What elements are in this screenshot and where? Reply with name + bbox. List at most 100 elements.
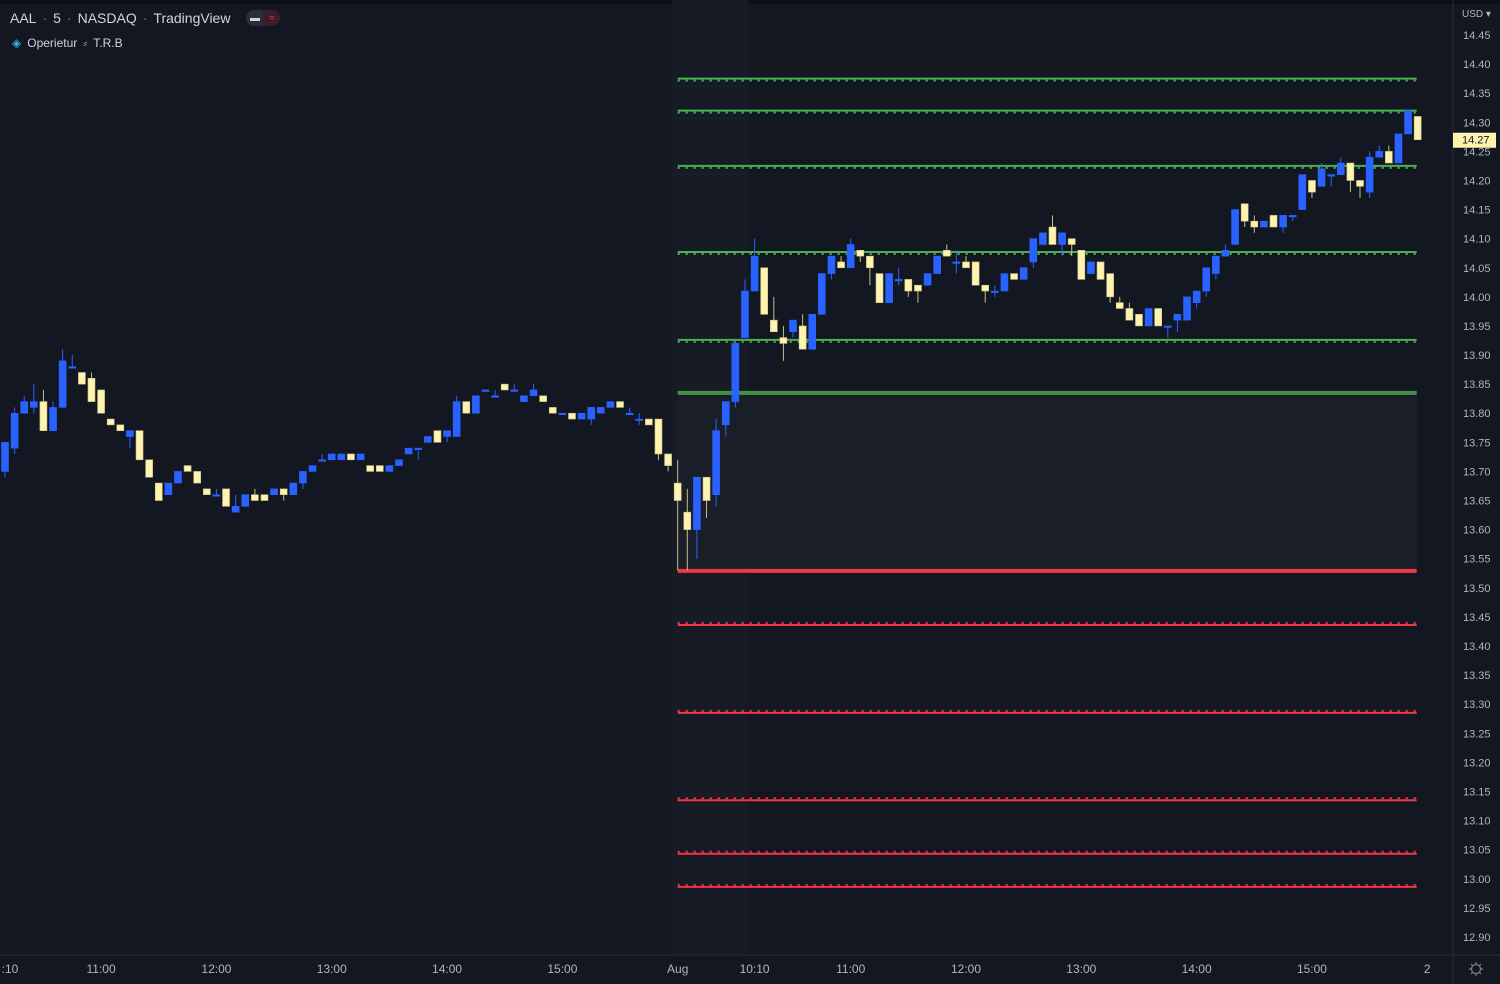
- price-tick-label: 13.45: [1463, 612, 1491, 624]
- candle-body: [875, 273, 884, 303]
- candle-body: [952, 261, 961, 264]
- range-zone: [677, 392, 1417, 571]
- price-tick-label: 13.85: [1463, 379, 1491, 391]
- candle-body: [914, 284, 922, 292]
- candle: [1336, 157, 1345, 175]
- candle: [1394, 133, 1403, 164]
- top-border: [0, 0, 1500, 4]
- candle: [510, 384, 519, 392]
- candle-body: [1336, 162, 1345, 175]
- diamond-icon: ◈: [12, 36, 22, 50]
- candle-body: [654, 418, 663, 455]
- price-tick-label: 13.15: [1463, 786, 1491, 798]
- candle: [308, 465, 317, 472]
- currency-label: USD: [1462, 9, 1484, 20]
- candle: [58, 349, 67, 408]
- settings-gear-icon[interactable]: [1469, 962, 1483, 976]
- candle: [693, 476, 701, 559]
- candle-body: [885, 273, 893, 303]
- candle-body: [1, 442, 9, 472]
- candle: [87, 372, 96, 402]
- candle: [500, 383, 509, 391]
- candle: [1048, 215, 1057, 245]
- candle: [1212, 255, 1220, 280]
- candle: [606, 401, 615, 408]
- candle-body: [443, 430, 451, 437]
- candle-body: [981, 284, 990, 292]
- candle-body: [1164, 325, 1172, 328]
- separator: ·: [42, 10, 48, 26]
- candle-body: [1298, 174, 1307, 210]
- candle-body: [78, 372, 86, 385]
- candle-body: [1115, 302, 1124, 309]
- candle: [866, 255, 874, 286]
- candle-body: [1327, 174, 1335, 177]
- candle-body: [616, 401, 624, 408]
- level-line-support: [677, 883, 1417, 888]
- candle: [712, 419, 720, 507]
- time-tick-label: 15:00: [547, 962, 577, 976]
- candle: [1279, 215, 1287, 233]
- candle: [395, 459, 403, 466]
- candle-body: [818, 273, 826, 315]
- candle: [385, 465, 394, 472]
- candle-body: [404, 447, 413, 455]
- candle: [981, 284, 990, 303]
- market-status-toggle[interactable]: ▬ ≈: [246, 10, 281, 26]
- level-line-resistance: [677, 251, 1417, 256]
- candle: [1029, 238, 1038, 268]
- candle: [760, 267, 768, 315]
- candle-body: [270, 488, 278, 496]
- candle: [260, 494, 269, 501]
- candle-body: [510, 389, 519, 392]
- candle: [1058, 232, 1066, 257]
- candle-body: [10, 412, 19, 449]
- candle: [1087, 261, 1095, 274]
- level-line-support: [677, 797, 1417, 802]
- candle-body: [529, 389, 538, 397]
- indicator-legend[interactable]: ◈ Operietur ⸗ T.R.B: [12, 36, 123, 50]
- candle-body: [894, 279, 903, 282]
- candle: [616, 401, 624, 408]
- candle: [1000, 273, 1009, 292]
- candle-body: [683, 511, 692, 530]
- time-tick-label: 13:00: [317, 962, 347, 976]
- candle: [231, 494, 240, 513]
- candle-body: [1144, 308, 1153, 327]
- candle-body: [1077, 250, 1086, 280]
- candle-body: [769, 319, 778, 333]
- price-tick-label: 14.05: [1463, 263, 1491, 275]
- separator: ·: [142, 10, 148, 26]
- candle-body: [702, 476, 711, 501]
- candle: [789, 319, 797, 338]
- interval[interactable]: 5: [53, 10, 61, 26]
- candle-body: [347, 453, 355, 461]
- symbol-legend: AAL · 5 · NASDAQ · TradingView ▬ ≈: [10, 10, 281, 26]
- price-tick-label: 13.95: [1463, 321, 1491, 333]
- candle: [443, 430, 451, 443]
- candle: [837, 256, 845, 269]
- level-line-resistance: [677, 109, 1417, 114]
- candle: [366, 465, 374, 472]
- time-tick-label: :10: [2, 962, 19, 976]
- candle-body: [1106, 273, 1114, 298]
- candle: [183, 465, 192, 472]
- candle-body: [500, 383, 509, 391]
- candle-body: [808, 314, 817, 350]
- candle-body: [1000, 273, 1009, 292]
- candle-body: [1308, 180, 1316, 193]
- candle-body: [1048, 226, 1057, 245]
- candle-body: [673, 482, 682, 501]
- candle: [39, 389, 48, 431]
- currency-selector[interactable]: USD ▾: [1462, 9, 1491, 20]
- candle-body: [39, 401, 48, 431]
- candle: [347, 453, 355, 461]
- candle: [1115, 296, 1124, 309]
- candle: [702, 476, 711, 518]
- candle-body: [597, 407, 605, 414]
- symbol[interactable]: AAL: [10, 10, 37, 26]
- candle: [1019, 267, 1028, 280]
- candle: [337, 453, 346, 461]
- level-line-support: [677, 850, 1417, 855]
